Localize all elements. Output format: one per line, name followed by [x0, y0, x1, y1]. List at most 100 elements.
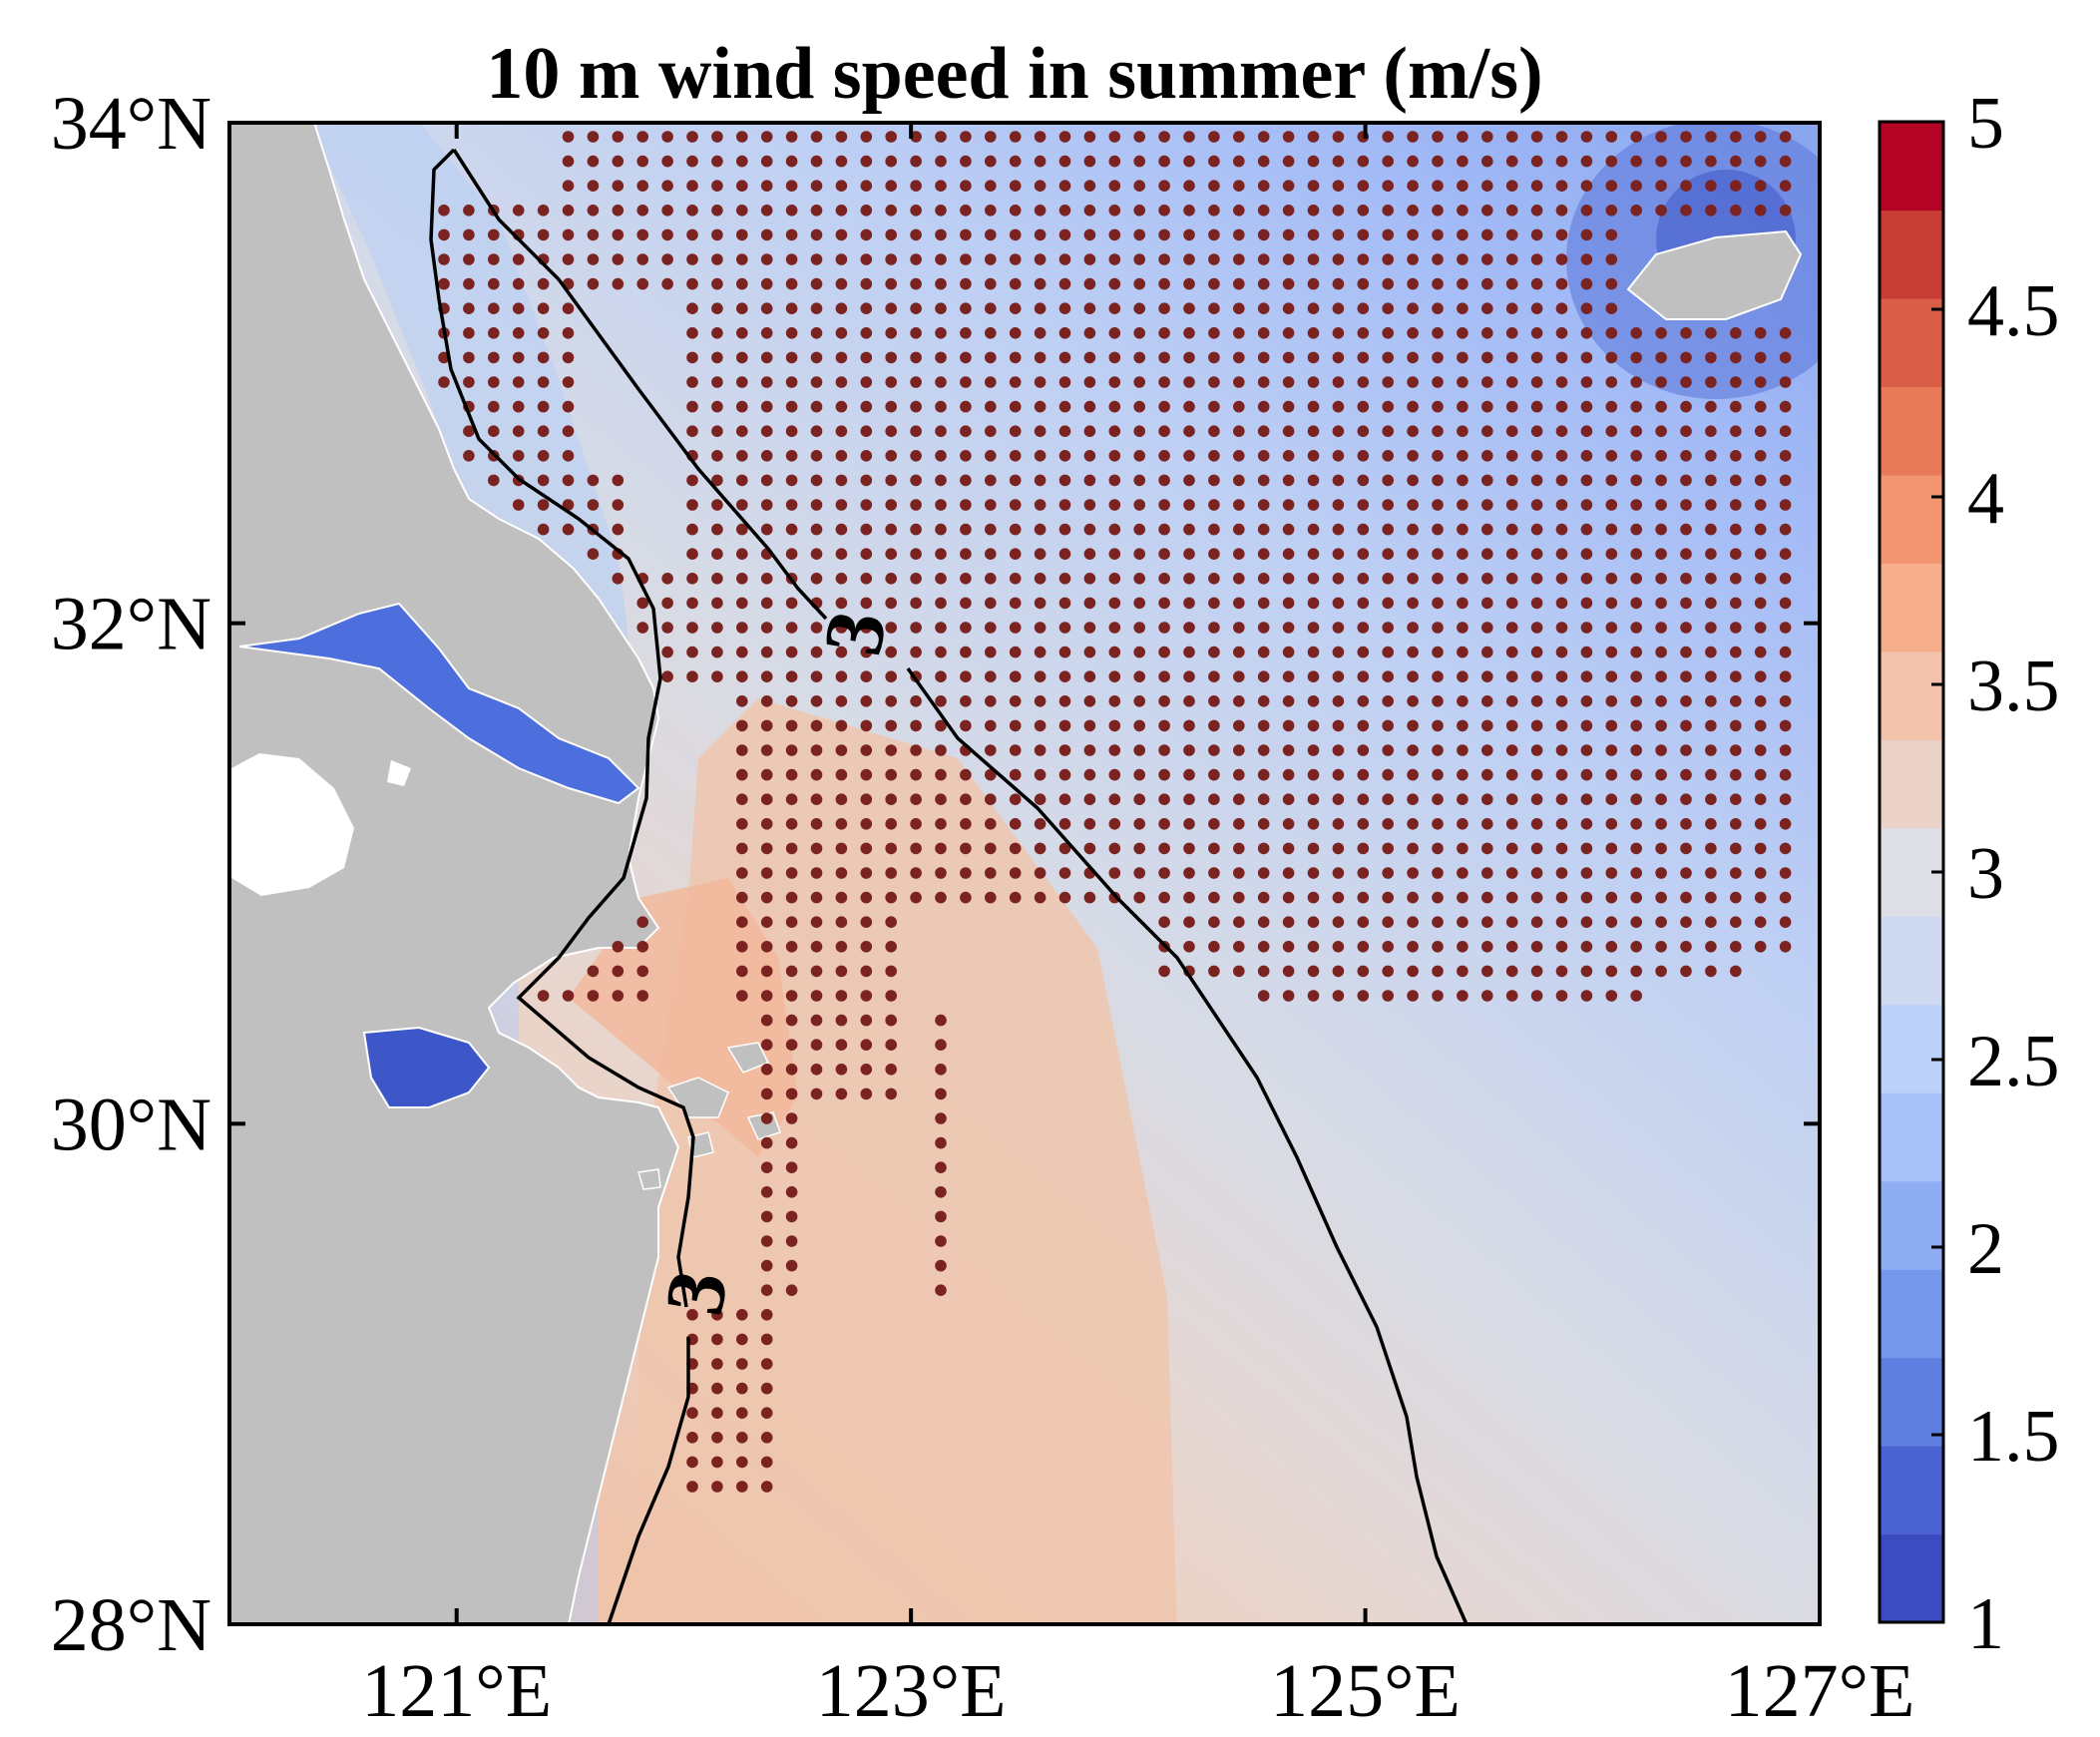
stipple-point — [1307, 425, 1320, 438]
stipple-point — [1407, 228, 1419, 241]
stipple-point — [1009, 818, 1022, 830]
stipple-point — [1282, 253, 1295, 265]
stipple-point — [1754, 916, 1767, 928]
stipple-point — [1307, 867, 1320, 879]
stipple-point — [1505, 573, 1518, 585]
stipple-point — [810, 646, 823, 658]
stipple-point — [1009, 523, 1022, 536]
stipple-point — [885, 253, 897, 265]
stipple-point — [1034, 400, 1047, 413]
stipple-point — [960, 867, 972, 879]
stipple-point — [1481, 302, 1493, 315]
stipple-point — [1183, 131, 1195, 143]
stipple-point — [1382, 327, 1394, 339]
contour-3-east-lower — [906, 666, 1469, 1624]
colorbar — [1878, 120, 1945, 1624]
stipple-point — [1481, 622, 1493, 634]
stipple-point — [636, 131, 648, 143]
stipple-point — [860, 793, 873, 805]
stipple-point — [1530, 793, 1543, 805]
stipple-point — [1257, 548, 1270, 560]
stipple-point — [1457, 597, 1469, 610]
stipple-point — [736, 1407, 748, 1419]
stipple-point — [935, 302, 947, 315]
stipple-point — [785, 1064, 798, 1076]
stipple-point — [612, 180, 625, 192]
stipple-point — [1208, 941, 1220, 953]
stipple-point — [1580, 719, 1593, 732]
stipple-point — [438, 205, 450, 217]
stipple-point — [686, 253, 698, 265]
axis-ticks — [229, 121, 1822, 1626]
stipple-point — [1257, 573, 1270, 585]
stipple-point — [636, 180, 648, 192]
stipple-point — [860, 327, 873, 339]
stipple-point — [1779, 180, 1792, 192]
stipple-point — [711, 1456, 723, 1469]
stipple-point — [1705, 205, 1717, 217]
stipple-point — [1705, 597, 1717, 610]
stipple-point — [1307, 351, 1320, 364]
stipple-point — [1705, 548, 1717, 560]
stipple-point — [1183, 793, 1195, 805]
stipple-point — [1183, 205, 1195, 217]
stipple-point — [1257, 597, 1270, 610]
stipple-point — [512, 253, 525, 265]
stipple-point — [1407, 376, 1419, 388]
stipple-point — [960, 622, 972, 634]
stipple-point — [1233, 573, 1245, 585]
stipple-point — [885, 891, 897, 904]
stipple-point — [1133, 523, 1145, 536]
stipple-point — [1555, 180, 1568, 192]
stipple-point — [612, 253, 625, 265]
stipple-point — [960, 351, 972, 364]
stipple-point — [885, 450, 897, 462]
stipple-point — [860, 400, 873, 413]
stipple-point — [1407, 155, 1419, 168]
stipple-point — [1505, 253, 1518, 265]
stipple-point — [1009, 867, 1022, 879]
stipple-point — [1034, 351, 1047, 364]
stipple-point — [711, 646, 723, 658]
stipple-point — [537, 523, 550, 536]
stipple-point — [1083, 327, 1096, 339]
stipple-point — [1407, 719, 1419, 732]
stipple-point — [1133, 719, 1145, 732]
stipple-point — [1754, 351, 1767, 364]
stipple-point — [1779, 573, 1792, 585]
stipple-point — [810, 351, 823, 364]
stipple-point — [935, 499, 947, 511]
stipple-point — [1133, 253, 1145, 265]
stipple-point — [935, 1210, 947, 1223]
stipple-point — [1257, 400, 1270, 413]
stipple-point — [1655, 573, 1667, 585]
stipple-point — [1705, 450, 1717, 462]
stipple-point — [1779, 842, 1792, 855]
stipple-point — [1108, 450, 1121, 462]
stipple-point — [1009, 425, 1022, 438]
stipple-point — [1382, 670, 1394, 682]
stipple-point — [1382, 646, 1394, 658]
stipple-point — [1680, 818, 1692, 830]
stipple-point — [760, 1333, 773, 1346]
stipple-point — [835, 523, 848, 536]
stipple-point — [1307, 523, 1320, 536]
stipple-point — [1307, 793, 1320, 805]
stipple-point — [1382, 990, 1394, 1002]
stipple-point — [1779, 425, 1792, 438]
stipple-point — [1133, 351, 1145, 364]
stipple-point — [1432, 376, 1444, 388]
map-body — [229, 123, 1820, 1624]
stipple-point — [810, 277, 823, 290]
stipple-point — [960, 425, 972, 438]
stipple-point — [1407, 327, 1419, 339]
stipple-point — [1133, 646, 1145, 658]
stipple-point — [1257, 155, 1270, 168]
stipple-point — [1457, 376, 1469, 388]
stipple-point — [935, 1112, 947, 1124]
stipple-point — [785, 474, 798, 487]
stipple-point — [1481, 180, 1493, 192]
stipple-point — [711, 670, 723, 682]
stipple-point — [885, 768, 897, 781]
stipple-point — [785, 1087, 798, 1100]
